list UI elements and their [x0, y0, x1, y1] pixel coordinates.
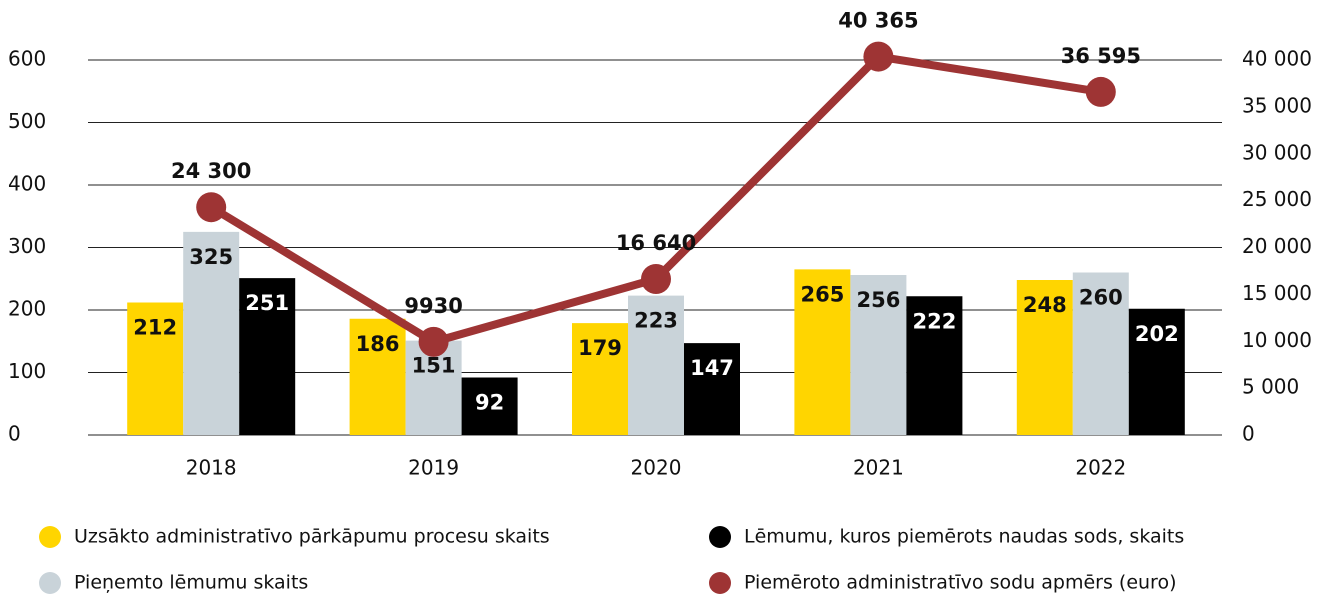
line-value-label: 40 365: [838, 9, 918, 33]
y2-tick-label: 5 000: [1242, 375, 1299, 399]
line-marker: [196, 192, 227, 223]
bar-value-label: 151: [412, 354, 456, 378]
bar: [349, 318, 406, 435]
bar: [906, 296, 963, 435]
y2-tick-label: 20 000: [1242, 234, 1312, 258]
line-marker: [1085, 76, 1116, 107]
y2-tick-label: 15 000: [1242, 281, 1312, 305]
y-tick-label: 400: [8, 172, 46, 196]
y-tick-label: 100: [8, 359, 46, 383]
y-tick-label: 0: [8, 422, 21, 446]
y2-tick-label: 25 000: [1242, 187, 1312, 211]
bar: [572, 323, 628, 435]
legend-label: Piemēroto administratīvo sodu apmērs (eu…: [744, 572, 1176, 594]
x-tick-label: 2022: [1075, 456, 1126, 480]
bar: [461, 377, 518, 435]
x-tick-label: 2020: [631, 456, 682, 480]
bar-value-label: 92: [475, 391, 504, 415]
x-tick-label: 2018: [186, 456, 237, 480]
y2-tick-label: 30 000: [1242, 140, 1312, 164]
bar: [794, 269, 851, 435]
bar: [684, 343, 740, 435]
bar-value-label: 325: [189, 245, 233, 269]
y2-tick-label: 35 000: [1242, 93, 1312, 117]
line-marker: [641, 264, 671, 294]
y-tick-label: 200: [8, 297, 46, 321]
y2-tick-label: 40 000: [1242, 47, 1312, 71]
bar-value-label: 251: [245, 291, 289, 315]
y2-tick-label: 0: [1242, 422, 1255, 446]
line-value-label: 36 595: [1061, 44, 1141, 68]
bar: [1072, 272, 1129, 435]
line-value-label: 16 640: [616, 231, 696, 255]
bar-value-label: 260: [1079, 286, 1123, 310]
bar-value-label: 265: [800, 282, 844, 306]
y2-tick-label: 10 000: [1242, 328, 1312, 352]
line-marker: [863, 41, 894, 72]
x-tick-label: 2021: [853, 456, 904, 480]
bar: [239, 278, 296, 435]
bar: [1128, 308, 1185, 435]
bar-value-label: 179: [578, 336, 622, 360]
legend-label: Pieņemto lēmumu skaits: [74, 572, 308, 594]
legend-swatch: [39, 572, 61, 594]
line-value-label: 9930: [404, 294, 462, 318]
x-tick-label: 2019: [408, 456, 459, 480]
line-value-label: 24 300: [171, 159, 251, 183]
bar-value-label: 256: [856, 288, 900, 312]
bar-value-label: 248: [1023, 293, 1067, 317]
bar: [628, 295, 684, 435]
legend-swatch: [709, 572, 731, 594]
bar-value-label: 212: [133, 316, 177, 340]
y-tick-label: 300: [8, 234, 46, 258]
line-marker: [418, 326, 449, 357]
bar-value-label: 186: [356, 332, 400, 356]
y-tick-label: 600: [8, 47, 46, 71]
bar: [183, 231, 240, 435]
legend-swatch: [709, 526, 731, 548]
bar-value-label: 147: [690, 356, 734, 380]
bar-value-label: 223: [634, 309, 678, 333]
bar-value-label: 222: [912, 309, 956, 333]
legend-label: Uzsākto administratīvo pārkāpumu procesu…: [74, 526, 550, 548]
y-tick-label: 500: [8, 109, 46, 133]
bar-value-label: 202: [1135, 322, 1179, 346]
legend-label: Lēmumu, kuros piemērots naudas sods, ska…: [744, 526, 1184, 548]
bar: [1016, 280, 1073, 435]
legend-swatch: [39, 526, 61, 548]
bar: [850, 275, 907, 435]
bar: [127, 302, 184, 435]
